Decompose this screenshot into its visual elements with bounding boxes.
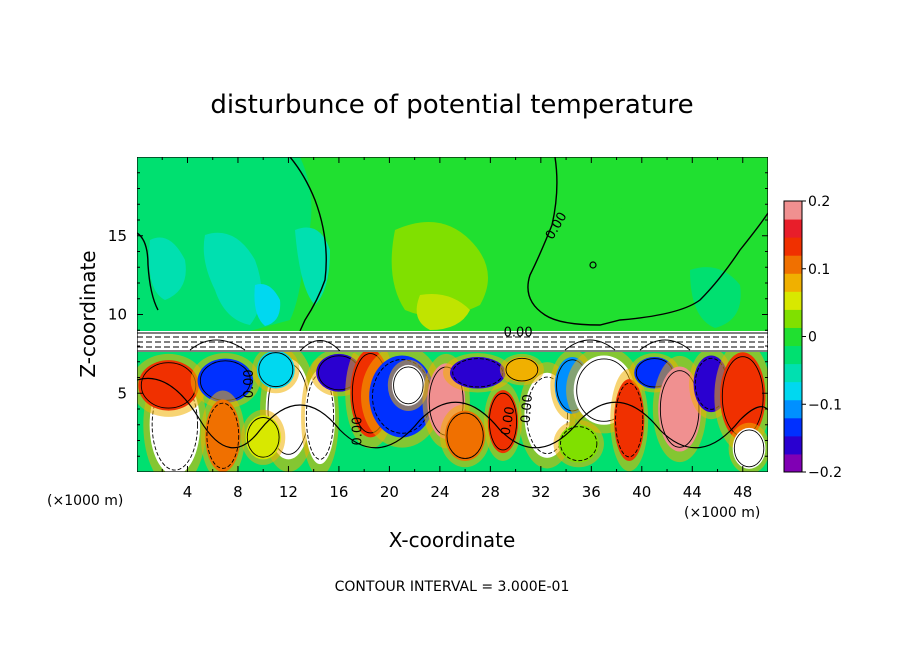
contour-label-5: 0.00 xyxy=(519,394,536,424)
colorbar-segment xyxy=(784,345,802,365)
x-tick-label-24: 24 xyxy=(430,483,449,501)
y-axis-title: Z-coordinate xyxy=(76,250,100,377)
x-tick-label-48: 48 xyxy=(733,483,752,501)
cyan-patch-b xyxy=(203,232,262,325)
light-green-patch xyxy=(391,222,488,317)
stable-wave-contours xyxy=(189,339,691,352)
colorbar-label: −0.1 xyxy=(808,397,842,413)
field-blob xyxy=(558,424,599,463)
field-contour xyxy=(505,357,539,382)
y-axis: 5 10 15 xyxy=(108,172,768,457)
cyan-patch-c xyxy=(254,284,281,326)
field-contour xyxy=(615,382,644,458)
field-blob xyxy=(205,399,241,472)
field-contour xyxy=(560,426,598,462)
zero-contour-1 xyxy=(289,157,327,331)
colorbar-segment xyxy=(784,291,802,310)
field-blob xyxy=(256,352,295,389)
field-contour xyxy=(393,366,424,405)
field-blob xyxy=(391,364,425,406)
field-blob xyxy=(449,357,506,389)
field-blob xyxy=(138,360,199,411)
x-tick-label-28: 28 xyxy=(481,483,500,501)
field-blob xyxy=(487,390,519,454)
field-contour xyxy=(246,417,280,458)
colorbar-segment xyxy=(784,453,802,473)
x-tick-label-8: 8 xyxy=(233,483,243,501)
colorbar-label: −0.2 xyxy=(808,465,842,481)
y-tick-label-10: 10 xyxy=(108,306,127,324)
field-blob xyxy=(197,358,254,403)
x-tick-label-16: 16 xyxy=(329,483,348,501)
chart-title: disturbunce of potential temperature xyxy=(210,90,693,120)
colorbar-segment xyxy=(784,201,802,220)
cyan-patch-a xyxy=(149,237,186,300)
lower-field xyxy=(137,352,768,472)
colorbar-label: 0.1 xyxy=(808,262,830,278)
x-tick-label-4: 4 xyxy=(183,483,193,501)
field-contour xyxy=(488,392,518,451)
x-tick-label-40: 40 xyxy=(632,483,651,501)
colorbar-segment xyxy=(784,381,802,401)
colorbar-segment xyxy=(784,435,802,455)
zero-contour-2 xyxy=(527,157,768,326)
zero-contour-small-loop xyxy=(589,261,597,269)
turbulent-blobs xyxy=(137,352,768,472)
colorbar-label: 0.2 xyxy=(808,194,830,210)
x-axis: 4 8 12 16 20 24 28 32 36 40 44 48 xyxy=(161,157,752,501)
field-blob xyxy=(245,415,281,460)
colorbar-segment xyxy=(784,363,802,383)
colorbar-segment xyxy=(784,237,802,256)
colorbar-segment xyxy=(784,399,802,419)
y-tick-label-5: 5 xyxy=(117,384,127,402)
field-contour xyxy=(446,412,484,459)
y-tick-label-15: 15 xyxy=(108,227,127,245)
x-tick-label-36: 36 xyxy=(582,483,601,501)
lower-contour-wave xyxy=(137,377,768,449)
colorbar-segment xyxy=(784,309,802,328)
cyan-patch-d xyxy=(295,227,330,305)
contour-label-1: 0.00 xyxy=(504,326,533,341)
colorbar-segment xyxy=(784,219,802,238)
contour-label-4: 0.00 xyxy=(498,405,518,436)
x-tick-label-20: 20 xyxy=(380,483,399,501)
colorbar-label: 0 xyxy=(808,330,817,346)
field-blob xyxy=(504,357,540,383)
field-blob xyxy=(720,352,766,441)
colorbar-segment xyxy=(784,417,802,437)
yellow-green-patch xyxy=(416,294,470,330)
x-tick-label-12: 12 xyxy=(279,483,298,501)
x-tick-label-44: 44 xyxy=(683,483,702,501)
colorbar-segment xyxy=(784,255,802,274)
x-unit-right: (×1000 m) xyxy=(684,505,760,521)
contour-labels: 0.000.000.000.00 0.00 0.00 xyxy=(242,210,570,446)
zero-contour-3 xyxy=(137,232,159,311)
green-patch-far-right xyxy=(690,267,741,328)
field-contour xyxy=(258,352,294,388)
colorbar-segment xyxy=(784,273,802,292)
field-blob xyxy=(614,379,645,461)
colorbar-segment xyxy=(784,327,802,347)
x-unit-left: (×1000 m) xyxy=(47,493,123,509)
green-patch-right xyxy=(556,197,650,304)
field-blob xyxy=(732,427,766,469)
colorbar: 0.2 0.1 0 −0.1 −0.2 xyxy=(783,194,842,481)
upper-field xyxy=(137,157,768,331)
contour-label-2: 0.00 xyxy=(242,369,257,398)
plot-area xyxy=(137,157,768,472)
field-blob xyxy=(444,410,486,461)
field-contour xyxy=(733,429,765,468)
x-axis-title: X-coordinate xyxy=(389,528,516,552)
contour-interval-note: CONTOUR INTERVAL = 3.000E-01 xyxy=(335,579,570,595)
field-contour xyxy=(206,402,240,469)
x-tick-label-32: 32 xyxy=(531,483,550,501)
contour-label-3: 0.00 xyxy=(351,417,366,446)
stable-layer xyxy=(137,331,768,352)
